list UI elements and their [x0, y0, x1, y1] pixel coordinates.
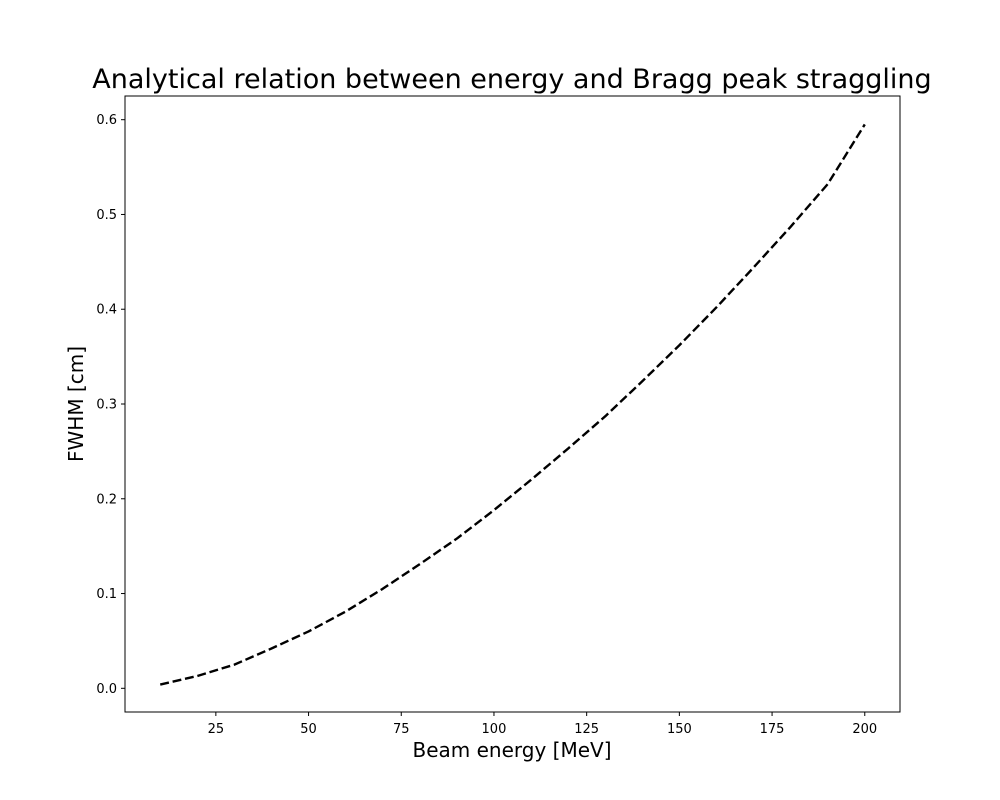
y-tick-label: 0.4 [96, 303, 117, 318]
x-tick-label: 200 [852, 722, 877, 737]
y-tick-label: 0.5 [96, 208, 117, 223]
x-axis-label: Beam energy [MeV] [412, 738, 611, 762]
x-tick-label: 50 [300, 722, 317, 737]
y-tick-label: 0.3 [96, 398, 117, 413]
chart-title: Analytical relation between energy and B… [92, 64, 931, 95]
x-tick-label: 25 [208, 722, 225, 737]
x-axis: 25 50 75 100 125 150 175 200 [208, 712, 877, 737]
plot-area [124, 95, 901, 713]
y-tick-label: 0.2 [96, 492, 117, 507]
y-axis: 0.0 0.1 0.2 0.3 0.4 0.5 0.6 [96, 113, 125, 697]
x-tick-label: 175 [760, 722, 785, 737]
x-tick-label: 100 [482, 722, 507, 737]
series-line [159, 123, 866, 686]
y-tick-label: 0.0 [96, 682, 117, 697]
y-axis-label: FWHM [cm] [64, 346, 88, 462]
y-tick-label: 0.6 [96, 113, 117, 128]
y-tick-label: 0.1 [96, 587, 117, 602]
series-layer [159, 123, 866, 686]
x-tick-label: 75 [393, 722, 410, 737]
x-tick-label: 150 [667, 722, 692, 737]
x-tick-label: 125 [574, 722, 599, 737]
plot-frame [124, 95, 901, 713]
